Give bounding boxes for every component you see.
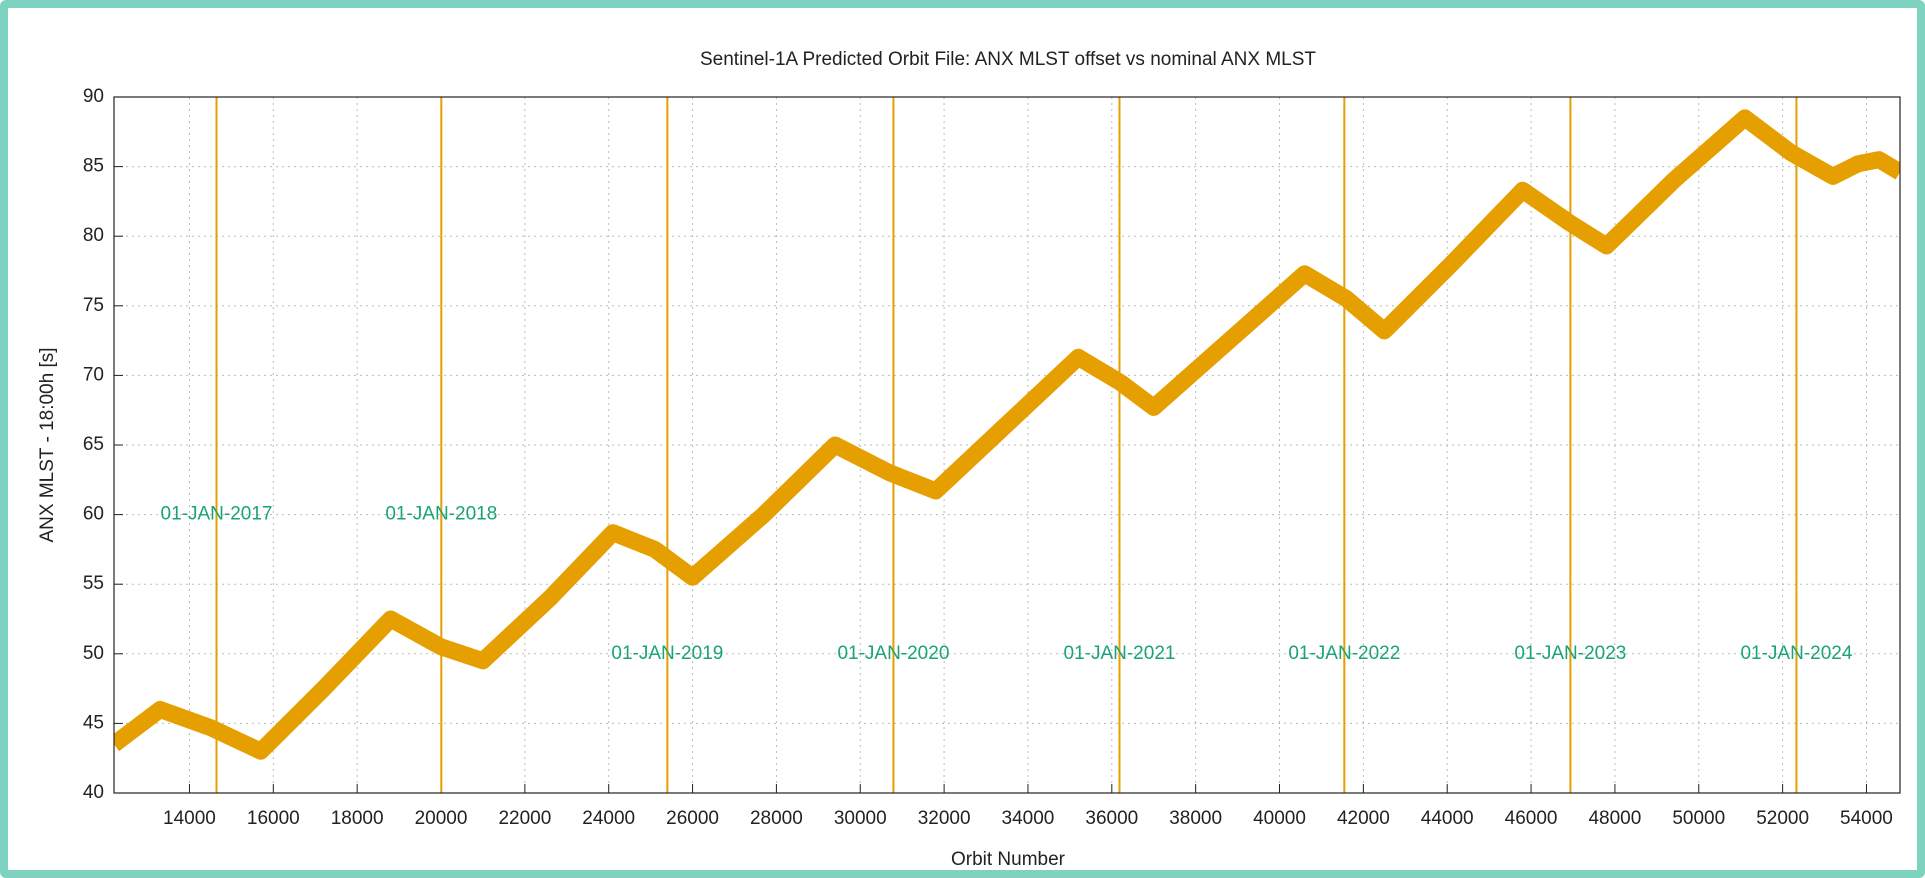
date-label: 01-JAN-2022	[1288, 643, 1400, 664]
y-tick-label: 80	[83, 225, 104, 246]
x-tick-label: 46000	[1505, 808, 1558, 829]
x-tick-label: 40000	[1253, 808, 1306, 829]
chart-title: Sentinel-1A Predicted Orbit File: ANX ML…	[700, 49, 1316, 70]
y-tick-label: 90	[83, 86, 104, 107]
x-tick-label: 20000	[415, 808, 468, 829]
x-tick-label: 44000	[1421, 808, 1474, 829]
x-tick-label: 16000	[247, 808, 300, 829]
x-tick-label: 50000	[1672, 808, 1725, 829]
plot-frame	[113, 96, 1901, 794]
x-tick-label: 22000	[498, 808, 551, 829]
y-tick-label: 40	[83, 782, 104, 803]
date-label: 01-JAN-2019	[611, 643, 723, 664]
x-tick-label: 26000	[666, 808, 719, 829]
y-tick-label: 85	[83, 156, 104, 177]
y-tick-label: 50	[83, 643, 104, 664]
date-label: 01-JAN-2020	[837, 643, 949, 664]
x-tick-label: 32000	[918, 808, 971, 829]
date-label: 01-JAN-2024	[1740, 643, 1852, 664]
y-axis-label: ANX MLST - 18:00h [s]	[37, 347, 58, 542]
y-tick-label: 45	[83, 712, 104, 733]
date-label: 01-JAN-2021	[1064, 643, 1176, 664]
x-tick-label: 36000	[1085, 808, 1138, 829]
date-label: 01-JAN-2017	[161, 504, 273, 525]
y-tick-label: 65	[83, 434, 104, 455]
y-tick-label: 55	[83, 573, 104, 594]
data-line	[114, 109, 1900, 760]
x-tick-label: 18000	[331, 808, 384, 829]
x-tick-label: 54000	[1840, 808, 1893, 829]
x-tick-label: 34000	[1002, 808, 1055, 829]
x-tick-label: 14000	[163, 808, 216, 829]
x-tick-label: 42000	[1337, 808, 1390, 829]
y-tick-label: 60	[83, 504, 104, 525]
x-axis-label: Orbit Number	[951, 849, 1066, 870]
date-label: 01-JAN-2018	[385, 504, 497, 525]
x-tick-label: 38000	[1169, 808, 1222, 829]
x-tick-label: 28000	[750, 808, 803, 829]
x-tick-label: 24000	[582, 808, 635, 829]
x-tick-label: 48000	[1588, 808, 1641, 829]
x-tick-label: 30000	[834, 808, 887, 829]
x-tick-label: 52000	[1756, 808, 1809, 829]
y-tick-label: 75	[83, 295, 104, 316]
date-label: 01-JAN-2023	[1514, 643, 1626, 664]
y-tick-label: 70	[83, 364, 104, 385]
